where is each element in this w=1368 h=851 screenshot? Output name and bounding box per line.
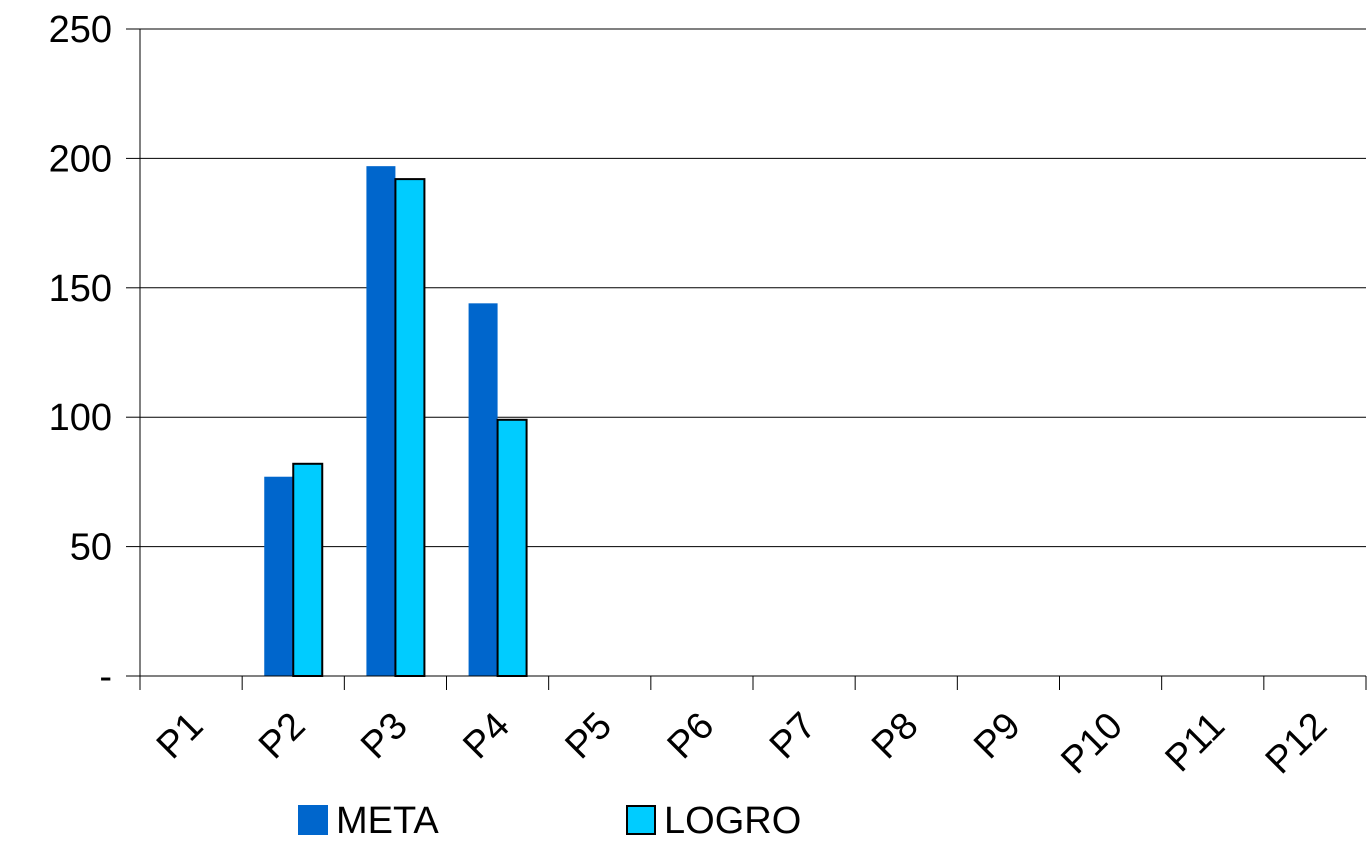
bar-meta bbox=[468, 303, 498, 676]
x-tick-label: P2 bbox=[251, 705, 314, 768]
gridlines bbox=[140, 28, 1366, 548]
legend-label-logro: LOGRO bbox=[664, 800, 801, 842]
y-tick-labels: - 50 100 150 200 250 bbox=[49, 9, 112, 698]
bar-meta bbox=[264, 476, 294, 676]
x-tick-label: P12 bbox=[1258, 705, 1336, 783]
x-tick-label: P7 bbox=[762, 705, 825, 768]
y-tick-label: - bbox=[99, 656, 112, 698]
y-tick-label: 200 bbox=[49, 138, 112, 180]
y-tick-label: 250 bbox=[49, 9, 112, 51]
legend-swatch-meta bbox=[298, 805, 328, 835]
x-tick-label: P11 bbox=[1158, 705, 1234, 781]
y-tick-label: 100 bbox=[49, 397, 112, 439]
x-tick-label: P5 bbox=[558, 705, 621, 768]
bars bbox=[264, 166, 528, 677]
x-tick-label: P10 bbox=[1053, 705, 1131, 783]
axes bbox=[126, 28, 1367, 690]
bar-logro bbox=[394, 178, 426, 677]
x-tick-label: P1 bbox=[149, 705, 212, 768]
y-tick-label: 150 bbox=[49, 268, 112, 310]
x-tick-label: P6 bbox=[660, 705, 723, 768]
x-tick-labels: P1 P2 P3 P4 P5 P6 P7 P8 P9 P10 P11 P12 bbox=[149, 705, 1335, 783]
legend-swatch-logro bbox=[626, 805, 656, 835]
x-tick-label: P8 bbox=[864, 705, 927, 768]
x-tick-label: P9 bbox=[966, 705, 1029, 768]
bar-logro bbox=[496, 418, 528, 677]
legend-label-meta: META bbox=[336, 800, 439, 842]
bar-logro bbox=[292, 462, 324, 677]
y-tick-label: 50 bbox=[70, 527, 112, 569]
bar-meta bbox=[366, 166, 396, 676]
x-tick-label: P3 bbox=[353, 705, 416, 768]
x-tick-label: P4 bbox=[455, 705, 518, 768]
legend: META LOGRO bbox=[298, 800, 801, 842]
